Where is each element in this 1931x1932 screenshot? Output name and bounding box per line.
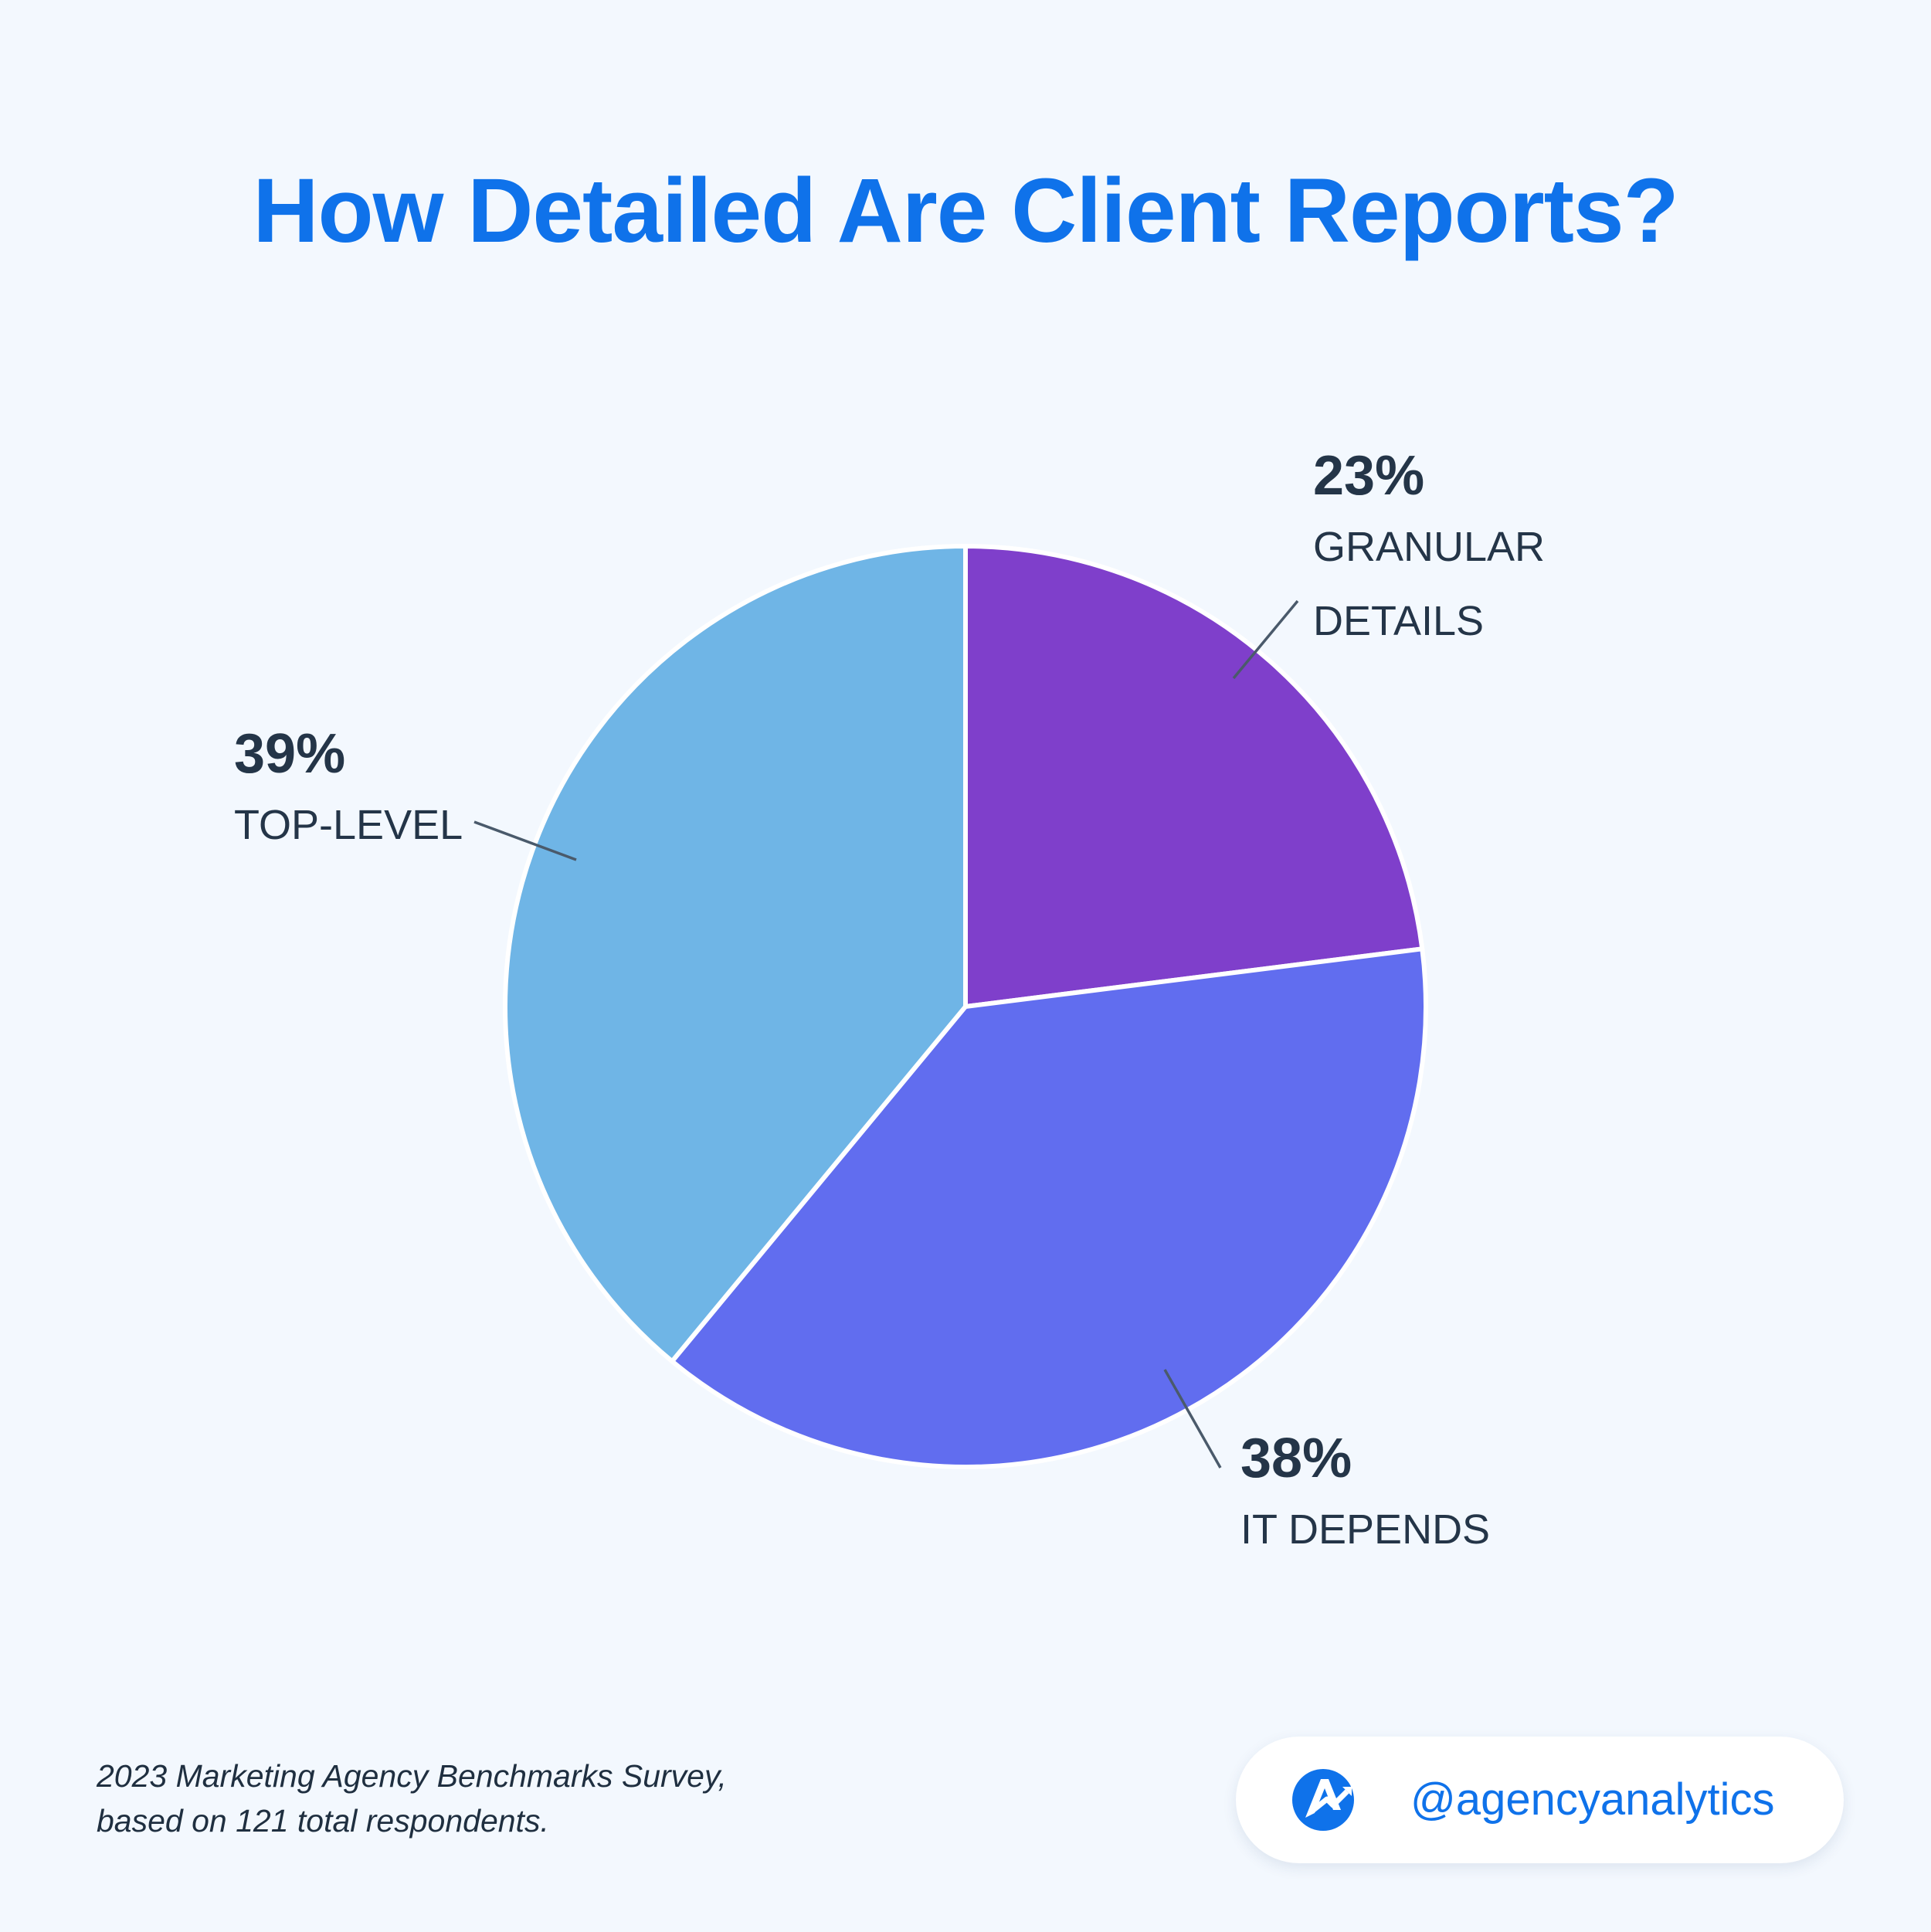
source-line: based on 121 total respondents. <box>97 1803 549 1839</box>
leader-line <box>1163 1369 1222 1469</box>
chart-title: How Detailed Are Client Reports? <box>253 160 1678 262</box>
leader-line <box>1232 599 1299 680</box>
slice-category-label: DETAILS <box>1313 598 1484 644</box>
slice-percent-label: 23% <box>1313 445 1424 507</box>
pie-slice <box>503 544 968 1364</box>
slice-category-label: GRANULAR <box>1313 524 1545 570</box>
source-line: 2023 Marketing Agency Benchmarks Survey, <box>97 1758 727 1794</box>
source-note: 2023 Marketing Agency Benchmarks Survey,… <box>97 1754 727 1843</box>
slice-percent-label: 38% <box>1240 1428 1352 1489</box>
slice-category-label: TOP-LEVEL <box>234 802 463 848</box>
brand-handle: @agencyanalytics <box>1410 1774 1775 1825</box>
agencyanalytics-logo-icon <box>1292 1769 1354 1831</box>
brand-badge: @agencyanalytics <box>1236 1737 1844 1863</box>
pie-slice <box>963 544 1425 1009</box>
slice-category-label: IT DEPENDS <box>1240 1506 1490 1553</box>
slice-percent-label: 39% <box>234 723 345 785</box>
leader-line <box>473 820 577 861</box>
